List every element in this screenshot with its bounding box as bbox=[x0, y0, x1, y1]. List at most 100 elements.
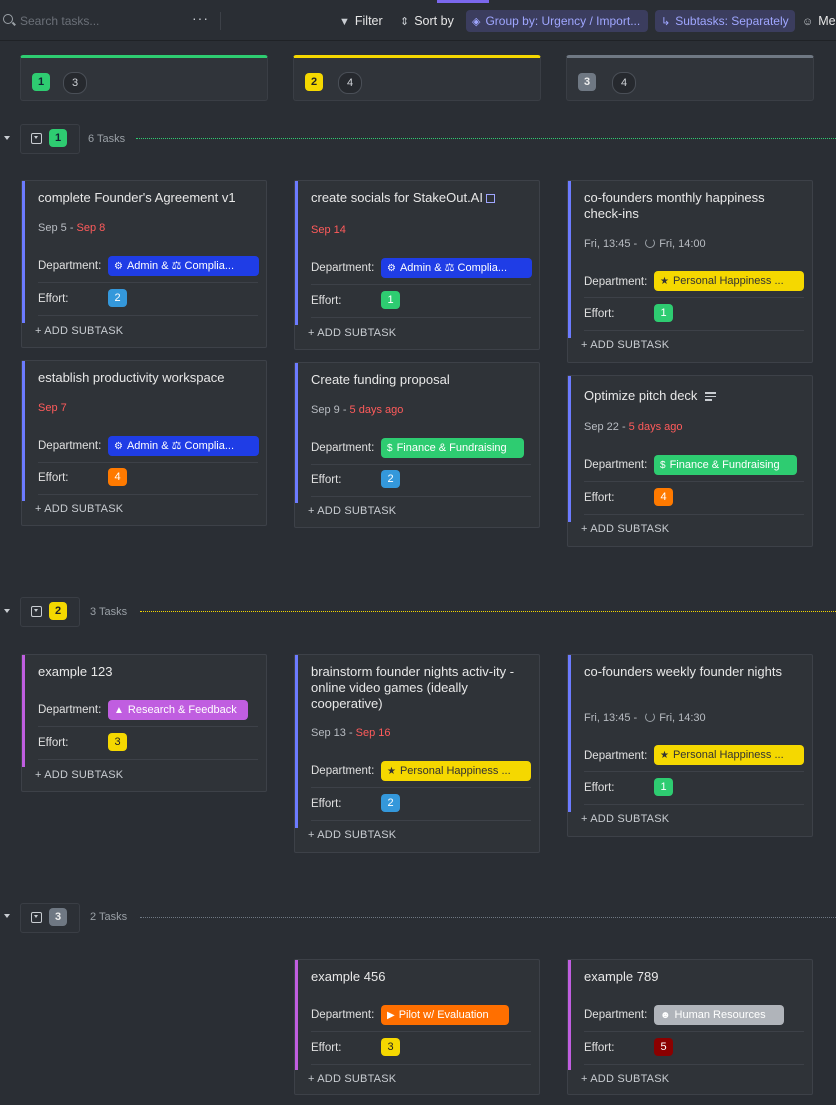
status-stripe bbox=[568, 655, 571, 812]
effort-badge[interactable]: 3 bbox=[108, 733, 127, 751]
department-tag[interactable]: ★ Personal Happiness ... bbox=[654, 271, 804, 291]
task-card[interactable]: Optimize pitch deck Sep 22 - 5 days ago … bbox=[567, 375, 813, 547]
task-title[interactable]: create socials for StakeOut.AI bbox=[311, 190, 523, 206]
effort-badge[interactable]: 4 bbox=[108, 468, 127, 486]
department-tag[interactable]: ⚙ Admin & ⚖ Complia... bbox=[108, 436, 259, 456]
party-icon: ★ bbox=[387, 766, 396, 777]
department-tag[interactable]: ★ Personal Happiness ... bbox=[381, 761, 531, 781]
department-tag[interactable]: ⚙ Admin & ⚖ Complia... bbox=[381, 258, 532, 278]
task-card[interactable]: co-founders monthly happiness check-ins … bbox=[567, 180, 813, 363]
effort-label: Effort: bbox=[311, 798, 342, 810]
group-header-1[interactable]: 1 bbox=[20, 124, 80, 154]
add-subtask-button[interactable]: + ADD SUBTASK bbox=[581, 813, 670, 825]
task-card[interactable]: example 123 Department: ▲ Research & Feed… bbox=[21, 654, 267, 792]
effort-badge[interactable]: 4 bbox=[654, 488, 673, 506]
effort-badge[interactable]: 2 bbox=[108, 289, 127, 307]
search-input[interactable] bbox=[20, 13, 180, 29]
department-label: Department: bbox=[38, 704, 102, 716]
group-header-2[interactable]: 2 bbox=[20, 597, 80, 627]
task-card[interactable]: establish productivity workspace Sep 7 D… bbox=[21, 360, 267, 526]
external-link-icon[interactable] bbox=[485, 194, 495, 203]
status-stripe bbox=[22, 361, 25, 501]
more-options-button[interactable]: ··· bbox=[192, 10, 209, 26]
effort-badge[interactable]: 1 bbox=[654, 778, 673, 796]
due-date: 5 days ago bbox=[349, 404, 404, 416]
field-divider bbox=[311, 1031, 531, 1032]
add-subtask-button[interactable]: + ADD SUBTASK bbox=[581, 523, 670, 535]
task-title[interactable]: example 456 bbox=[311, 969, 386, 984]
department-tag[interactable]: $ Finance & Fundraising bbox=[381, 438, 524, 458]
collapse-group-1-icon[interactable] bbox=[4, 136, 10, 140]
field-divider bbox=[311, 787, 531, 788]
date-separator: - bbox=[633, 238, 638, 250]
task-title[interactable]: Create funding proposal bbox=[311, 372, 450, 387]
department-tag[interactable]: ▲ Research & Feedback bbox=[108, 700, 248, 720]
due-date: Sep 14 bbox=[311, 224, 346, 236]
task-card[interactable]: create socials for StakeOut.AI Sep 14 De… bbox=[294, 180, 540, 350]
task-card[interactable]: co-founders weekly founder nights Fri, 1… bbox=[567, 654, 813, 837]
task-title[interactable]: co-founders weekly founder nights bbox=[584, 664, 783, 679]
active-view-indicator bbox=[437, 0, 489, 3]
status-stripe bbox=[295, 655, 298, 828]
field-divider bbox=[38, 282, 258, 283]
department-tag[interactable]: ☻ Human Resources bbox=[654, 1005, 784, 1025]
task-title[interactable]: Optimize pitch deck bbox=[584, 388, 796, 404]
filter-button[interactable]: ▼ Filter bbox=[339, 14, 383, 28]
department-tag[interactable]: ★ Personal Happiness ... bbox=[654, 745, 804, 765]
group-header-3[interactable]: 3 bbox=[20, 903, 80, 933]
tag-label: Personal Happiness ... bbox=[672, 749, 784, 761]
group-by-button[interactable]: ◈ Group by: Urgency / Import... bbox=[466, 10, 648, 32]
subtask-icon: ↳ bbox=[661, 16, 671, 28]
column-header-1[interactable]: 1 3 bbox=[20, 55, 268, 101]
group-by-label: Group by: Urgency / Import... bbox=[485, 14, 641, 28]
column-header-3[interactable]: 3 4 bbox=[566, 55, 814, 101]
task-title-text: Optimize pitch deck bbox=[584, 388, 698, 403]
department-tag[interactable]: ⚙ Admin & ⚖ Complia... bbox=[108, 256, 259, 276]
effort-badge[interactable]: 1 bbox=[381, 291, 400, 309]
effort-label: Effort: bbox=[38, 293, 69, 305]
date-separator: - bbox=[69, 222, 74, 234]
sort-icon: ⇕ bbox=[400, 16, 410, 28]
gear-icon: ⚙ bbox=[114, 441, 123, 452]
me-filter-button[interactable]: ☺ Me bbox=[802, 14, 836, 28]
task-title[interactable]: example 789 bbox=[584, 969, 659, 984]
effort-badge[interactable]: 1 bbox=[654, 304, 673, 322]
task-title[interactable]: co-founders monthly happiness check-ins bbox=[584, 190, 765, 221]
effort-badge[interactable]: 3 bbox=[381, 1038, 400, 1056]
add-subtask-button[interactable]: + ADD SUBTASK bbox=[581, 339, 670, 351]
effort-badge[interactable]: 5 bbox=[654, 1038, 673, 1056]
department-tag[interactable]: $ Finance & Fundraising bbox=[654, 455, 797, 475]
task-card[interactable]: brainstorm founder nights activ-ity - on… bbox=[294, 654, 540, 853]
task-title[interactable]: complete Founder's Agreement v1 bbox=[38, 190, 236, 205]
task-card[interactable]: Create funding proposal Sep 9 - 5 days a… bbox=[294, 362, 540, 528]
collapse-group-2-icon[interactable] bbox=[4, 609, 10, 613]
task-card[interactable]: example 789 Department: ☻ Human Resources… bbox=[567, 959, 813, 1095]
collapse-group-3-icon[interactable] bbox=[4, 914, 10, 918]
column-header-2[interactable]: 2 4 bbox=[293, 55, 541, 101]
add-subtask-button[interactable]: + ADD SUBTASK bbox=[308, 327, 397, 339]
search-icon bbox=[3, 14, 13, 24]
add-subtask-button[interactable]: + ADD SUBTASK bbox=[581, 1073, 670, 1085]
add-subtask-button[interactable]: + ADD SUBTASK bbox=[35, 503, 124, 515]
add-subtask-button[interactable]: + ADD SUBTASK bbox=[308, 829, 397, 841]
subtasks-button[interactable]: ↳ Subtasks: Separately bbox=[655, 10, 795, 32]
effort-badge[interactable]: 2 bbox=[381, 794, 400, 812]
field-divider bbox=[584, 514, 804, 515]
department-tag[interactable]: ▶ Pilot w/ Evaluation bbox=[381, 1005, 509, 1025]
tag-label: Research & Feedback bbox=[127, 704, 237, 716]
add-subtask-button[interactable]: + ADD SUBTASK bbox=[35, 769, 124, 781]
sort-button[interactable]: ⇕ Sort by bbox=[400, 14, 454, 28]
tag-label: Finance & Fundraising bbox=[396, 442, 507, 454]
group-toggle-icon bbox=[31, 133, 42, 144]
effort-badge[interactable]: 2 bbox=[381, 470, 400, 488]
field-divider bbox=[584, 1031, 804, 1032]
task-title[interactable]: example 123 bbox=[38, 664, 113, 679]
task-title[interactable]: establish productivity workspace bbox=[38, 370, 225, 385]
add-subtask-button[interactable]: + ADD SUBTASK bbox=[308, 1073, 397, 1085]
task-title[interactable]: brainstorm founder nights activ-ity - on… bbox=[311, 664, 515, 711]
department-label: Department: bbox=[38, 260, 102, 272]
task-card[interactable]: complete Founder's Agreement v1 Sep 5 - … bbox=[21, 180, 267, 348]
task-card[interactable]: example 456 Department: ▶ Pilot w/ Evalua… bbox=[294, 959, 540, 1095]
add-subtask-button[interactable]: + ADD SUBTASK bbox=[308, 505, 397, 517]
add-subtask-button[interactable]: + ADD SUBTASK bbox=[35, 325, 124, 337]
